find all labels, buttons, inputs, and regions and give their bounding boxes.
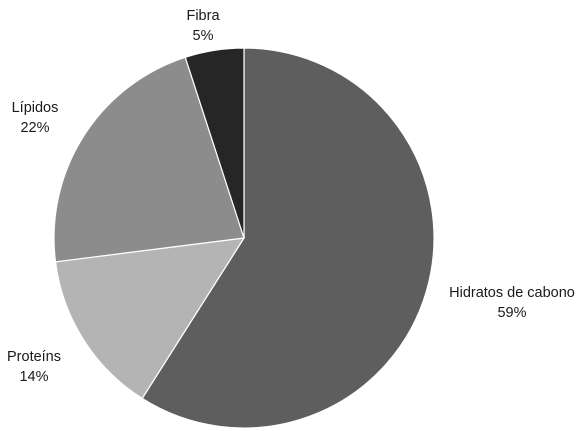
slice-value-label: 5% [193,28,214,44]
slice-value-label: 22% [20,120,49,136]
pie-slice-prote-ns [54,237,246,400]
pie-slice-l-pidos [53,56,245,263]
pie-slice-hidratos-de-cabono [141,47,435,429]
pie-slice-fibra [184,47,245,239]
slice-label: Fibra [186,8,220,24]
slice-label: Proteíns [7,349,61,365]
slice-label: Lípidos [12,100,59,116]
slice-value-label: 59% [497,305,526,321]
slice-label: Hidratos de cabono [449,285,575,301]
slice-value-label: 14% [19,369,48,385]
